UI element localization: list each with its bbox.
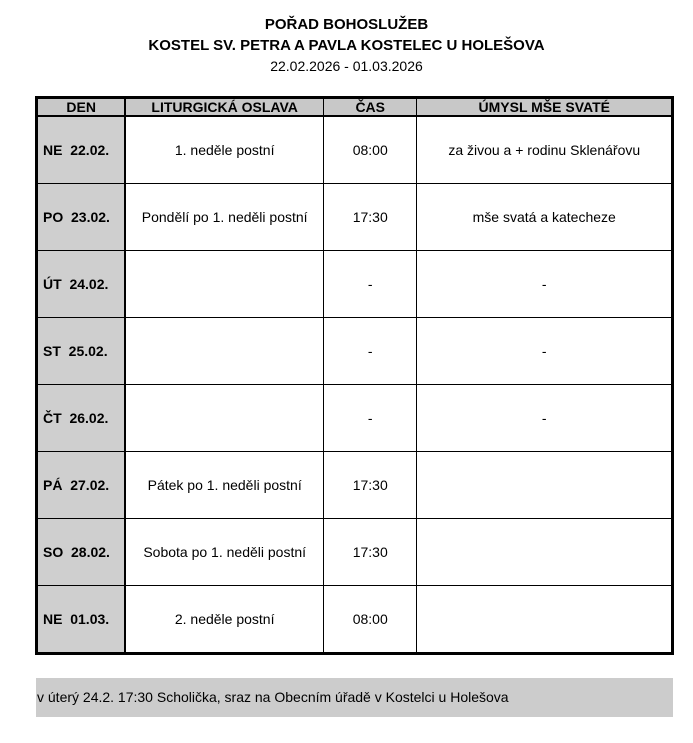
feast-cell xyxy=(124,384,324,452)
day-cell: NE 22.02. xyxy=(36,115,127,184)
schedule-table: DEN LITURGICKÁ OSLAVA ČAS ÚMYSL MŠE SVAT… xyxy=(35,96,674,655)
time-cell: 17:30 xyxy=(322,451,418,519)
day-cell: NE 01.03. xyxy=(36,585,127,654)
time-cell: - xyxy=(322,250,418,318)
column-header-intention: ÚMYSL MŠE SVATÉ xyxy=(416,97,673,117)
day-cell: ČT 26.02. xyxy=(36,384,127,452)
time-cell: 17:30 xyxy=(322,183,418,251)
document-title: POŘAD BOHOSLUŽEB xyxy=(264,16,429,33)
time-cell: 08:00 xyxy=(322,115,418,184)
intention-cell xyxy=(416,585,673,654)
intention-cell xyxy=(416,451,673,519)
feast-cell: Pondělí po 1. neděli postní xyxy=(124,183,324,251)
church-name: KOSTEL SV. PETRA A PAVLA KOSTELEC U HOLE… xyxy=(148,37,545,54)
date-range: 22.02.2026 - 01.03.2026 xyxy=(270,58,423,74)
column-header-time: ČAS xyxy=(322,97,418,117)
time-cell: 17:30 xyxy=(322,518,418,586)
table-row: NE 22.02. 1. neděle postní 08:00 za živou a… xyxy=(36,115,673,184)
feast-cell: Sobota po 1. neděli postní xyxy=(124,518,324,586)
intention-cell: - xyxy=(416,317,673,385)
intention-cell: za živou a + rodinu Sklenářovu xyxy=(416,115,673,184)
time-cell: - xyxy=(322,317,418,385)
day-cell: PÁ 27.02. xyxy=(36,451,127,519)
feast-cell: 1. neděle postní xyxy=(124,115,324,184)
announcement-note: v úterý 24.2. 17:30 Scholička, sraz na O… xyxy=(36,678,673,717)
feast-cell xyxy=(124,250,324,318)
day-cell: ÚT 24.02. xyxy=(36,250,127,318)
day-cell: PO 23.02. xyxy=(36,183,127,251)
table-row: ÚT 24.02. - - xyxy=(36,250,673,318)
header-row: DEN LITURGICKÁ OSLAVA ČAS ÚMYSL MŠE SVAT… xyxy=(36,97,673,117)
table-row: ČT 26.02. - - xyxy=(36,384,673,452)
column-header-day: DEN xyxy=(36,97,127,117)
table-row: PO 23.02. Pondělí po 1. neděli postní 17:3… xyxy=(36,183,673,251)
intention-cell: mše svatá a katecheze xyxy=(416,183,673,251)
table-row: SO 28.02. Sobota po 1. neděli postní 17:30 xyxy=(36,518,673,586)
table-row: PÁ 27.02. Pátek po 1. neděli postní 17:30 xyxy=(36,451,673,519)
intention-cell: - xyxy=(416,384,673,452)
intention-cell xyxy=(416,518,673,586)
time-cell: 08:00 xyxy=(322,585,418,654)
time-cell: - xyxy=(322,384,418,452)
column-header-feast: LITURGICKÁ OSLAVA xyxy=(124,97,324,117)
announcement-text: v úterý 24.2. 17:30 Scholička, sraz na O… xyxy=(37,689,509,705)
table-row: NE 01.03. 2. neděle postní 08:00 xyxy=(36,585,673,654)
feast-cell xyxy=(124,317,324,385)
day-cell: ST 25.02. xyxy=(36,317,127,385)
feast-cell: Pátek po 1. neděli postní xyxy=(124,451,324,519)
table-row: ST 25.02. - - xyxy=(36,317,673,385)
day-cell: SO 28.02. xyxy=(36,518,127,586)
intention-cell: - xyxy=(416,250,673,318)
feast-cell: 2. neděle postní xyxy=(124,585,324,654)
